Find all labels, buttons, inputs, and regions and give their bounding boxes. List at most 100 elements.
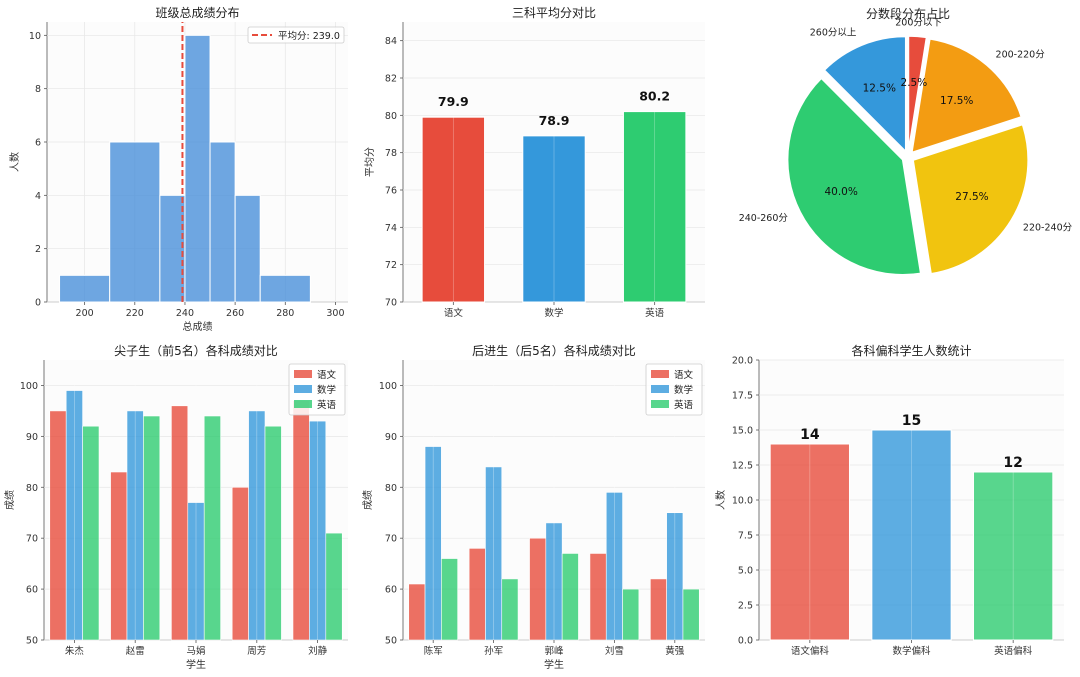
x-tick-label: 260 <box>226 308 244 319</box>
y-tick-label: 12.5 <box>732 461 753 472</box>
legend-swatch <box>651 385 669 393</box>
legend-swatch <box>294 370 312 378</box>
y-tick-label: 10.0 <box>732 496 753 507</box>
y-tick-label: 7.5 <box>738 531 753 542</box>
score-bar <box>468 548 486 641</box>
score-bar <box>231 486 249 641</box>
y-tick-label: 60 <box>385 585 397 596</box>
histogram-bar <box>184 34 211 303</box>
score-bar <box>529 537 547 641</box>
x-tick-label: 220 <box>126 308 144 319</box>
x-tick-label: 马娟 <box>186 645 205 657</box>
score-bar <box>143 415 161 641</box>
y-axis-label: 人数 <box>714 490 727 510</box>
y-tick-label: 100 <box>20 381 38 392</box>
y-tick-label: 80 <box>26 483 38 494</box>
legend-label: 数学 <box>317 384 336 396</box>
legend-swatch <box>294 385 312 393</box>
x-axis-label: 总成绩 <box>183 320 213 333</box>
x-tick-label: 数学偏科 <box>892 645 931 657</box>
score-bar <box>82 425 100 641</box>
y-tick-label: 76 <box>385 186 397 197</box>
score-bar <box>110 471 128 641</box>
pie-slice <box>823 35 907 154</box>
x-tick-label: 语文 <box>444 307 464 319</box>
chart-title: 三科平均分对比 <box>512 6 596 20</box>
score-bar <box>325 532 343 641</box>
y-tick-label: 0 <box>35 298 41 309</box>
bar-value-label: 79.9 <box>438 94 469 109</box>
score-bar <box>441 558 458 641</box>
histogram-bar <box>59 274 111 303</box>
x-tick-label: 孙军 <box>484 645 503 657</box>
y-tick-label: 74 <box>385 223 397 234</box>
chart-title: 班级总成绩分布 <box>155 6 239 20</box>
y-tick-label: 5.0 <box>738 566 753 577</box>
x-tick-label: 数学 <box>544 307 563 319</box>
bar-value-label: 14 <box>800 427 820 443</box>
x-tick-label: 280 <box>276 308 294 319</box>
legend-swatch <box>651 370 669 378</box>
y-tick-label: 70 <box>385 534 397 545</box>
pie-slice-label: 220-240分 <box>1023 222 1073 233</box>
chart-title: 各科偏科学生人数统计 <box>851 343 971 358</box>
pie-percent-label: 2.5% <box>901 77 928 89</box>
score-bar <box>589 553 607 641</box>
pie-slice <box>910 37 1023 154</box>
score-bar <box>561 553 579 641</box>
y-tick-label: 17.5 <box>732 391 753 402</box>
chart-title: 分数段分布占比 <box>866 6 950 21</box>
bar-value-label: 80.2 <box>639 89 670 104</box>
y-tick-label: 0.0 <box>738 636 753 647</box>
pie-slice-label: 200分以下 <box>895 18 942 29</box>
legend-label: 语文 <box>317 369 337 381</box>
pie-percent-label: 40.0% <box>824 186 857 198</box>
y-tick-label: 4 <box>35 191 41 202</box>
bar-value-label: 15 <box>902 413 921 429</box>
y-tick-label: 20.0 <box>732 356 753 367</box>
x-tick-label: 200 <box>76 308 94 319</box>
legend-box <box>247 26 345 44</box>
score-bar <box>408 583 426 641</box>
y-tick-label: 72 <box>385 260 397 271</box>
y-axis-label: 人数 <box>8 152 21 172</box>
histogram-bar <box>209 141 236 303</box>
legend-label: 数学 <box>674 384 693 396</box>
bar-value-label: 78.9 <box>539 113 570 128</box>
y-tick-label: 15.0 <box>732 426 753 437</box>
pie-slice-label: 200-220分 <box>996 49 1046 60</box>
score-bar <box>501 578 519 641</box>
x-tick-label: 郭峰 <box>544 645 564 657</box>
y-tick-label: 90 <box>385 432 397 443</box>
score-bar <box>203 415 221 641</box>
count-bar <box>973 471 1054 641</box>
score-bar <box>171 405 189 641</box>
count-bar <box>769 443 850 641</box>
x-tick-label: 刘雪 <box>605 645 624 657</box>
x-tick-label: 刘静 <box>308 645 328 657</box>
y-tick-label: 50 <box>26 636 38 647</box>
y-tick-label: 8 <box>35 84 41 95</box>
y-tick-label: 90 <box>26 432 38 443</box>
legend-label: 英语 <box>674 399 694 411</box>
legend-label: 平均分: 239.0 <box>278 30 340 42</box>
x-tick-label: 240 <box>176 308 194 319</box>
pie-slice-label: 260分以上 <box>810 27 857 38</box>
score-bar <box>49 410 67 641</box>
score-bar <box>622 588 640 641</box>
y-tick-label: 80 <box>385 111 397 122</box>
x-tick-label: 英语偏科 <box>994 645 1033 657</box>
chart-title: 后进生（后5名）各科成绩对比 <box>472 343 636 358</box>
x-tick-label: 陈军 <box>424 645 443 657</box>
average-bar <box>522 135 586 303</box>
legend-label: 语文 <box>674 369 694 381</box>
x-tick-label: 朱杰 <box>65 645 85 657</box>
histogram-bar <box>234 194 261 303</box>
y-tick-label: 2 <box>35 244 41 255</box>
y-tick-label: 2.5 <box>738 601 753 612</box>
pie-slice <box>907 35 928 152</box>
score-bar <box>682 588 700 641</box>
chart-title: 尖子生（前5名）各科成绩对比 <box>114 343 278 358</box>
